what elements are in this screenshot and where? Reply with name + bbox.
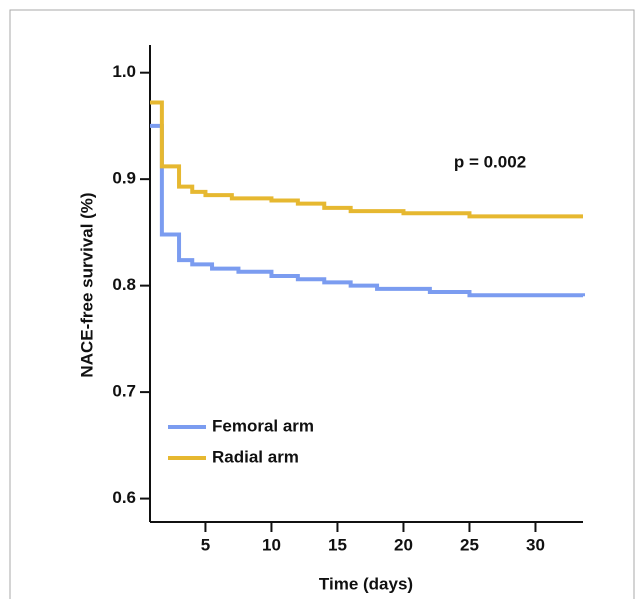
y-tick-label: 1.0: [112, 62, 136, 81]
x-tick-label: 20: [394, 535, 413, 554]
survival-line: [150, 123, 585, 298]
y-tick-label: 0.9: [112, 169, 136, 188]
legend-label: Femoral arm: [212, 416, 314, 435]
legend-label: Radial arm: [212, 447, 299, 466]
x-axis-label: Time (days): [319, 574, 413, 593]
y-tick-label: 0.7: [112, 382, 136, 401]
x-tick-label: 15: [328, 535, 347, 554]
y-tick-label: 0.8: [112, 275, 136, 294]
x-tick-label: 30: [526, 535, 545, 554]
y-tick-label: 0.6: [112, 488, 136, 507]
x-tick-label: 5: [201, 535, 210, 554]
y-axis-label: NACE-free survival (%): [77, 192, 96, 377]
x-tick-label: 10: [262, 535, 281, 554]
annotation: p = 0.002: [454, 152, 526, 171]
frame: [9, 9, 635, 599]
survival-line: [150, 100, 583, 219]
x-tick-label: 25: [460, 535, 479, 554]
